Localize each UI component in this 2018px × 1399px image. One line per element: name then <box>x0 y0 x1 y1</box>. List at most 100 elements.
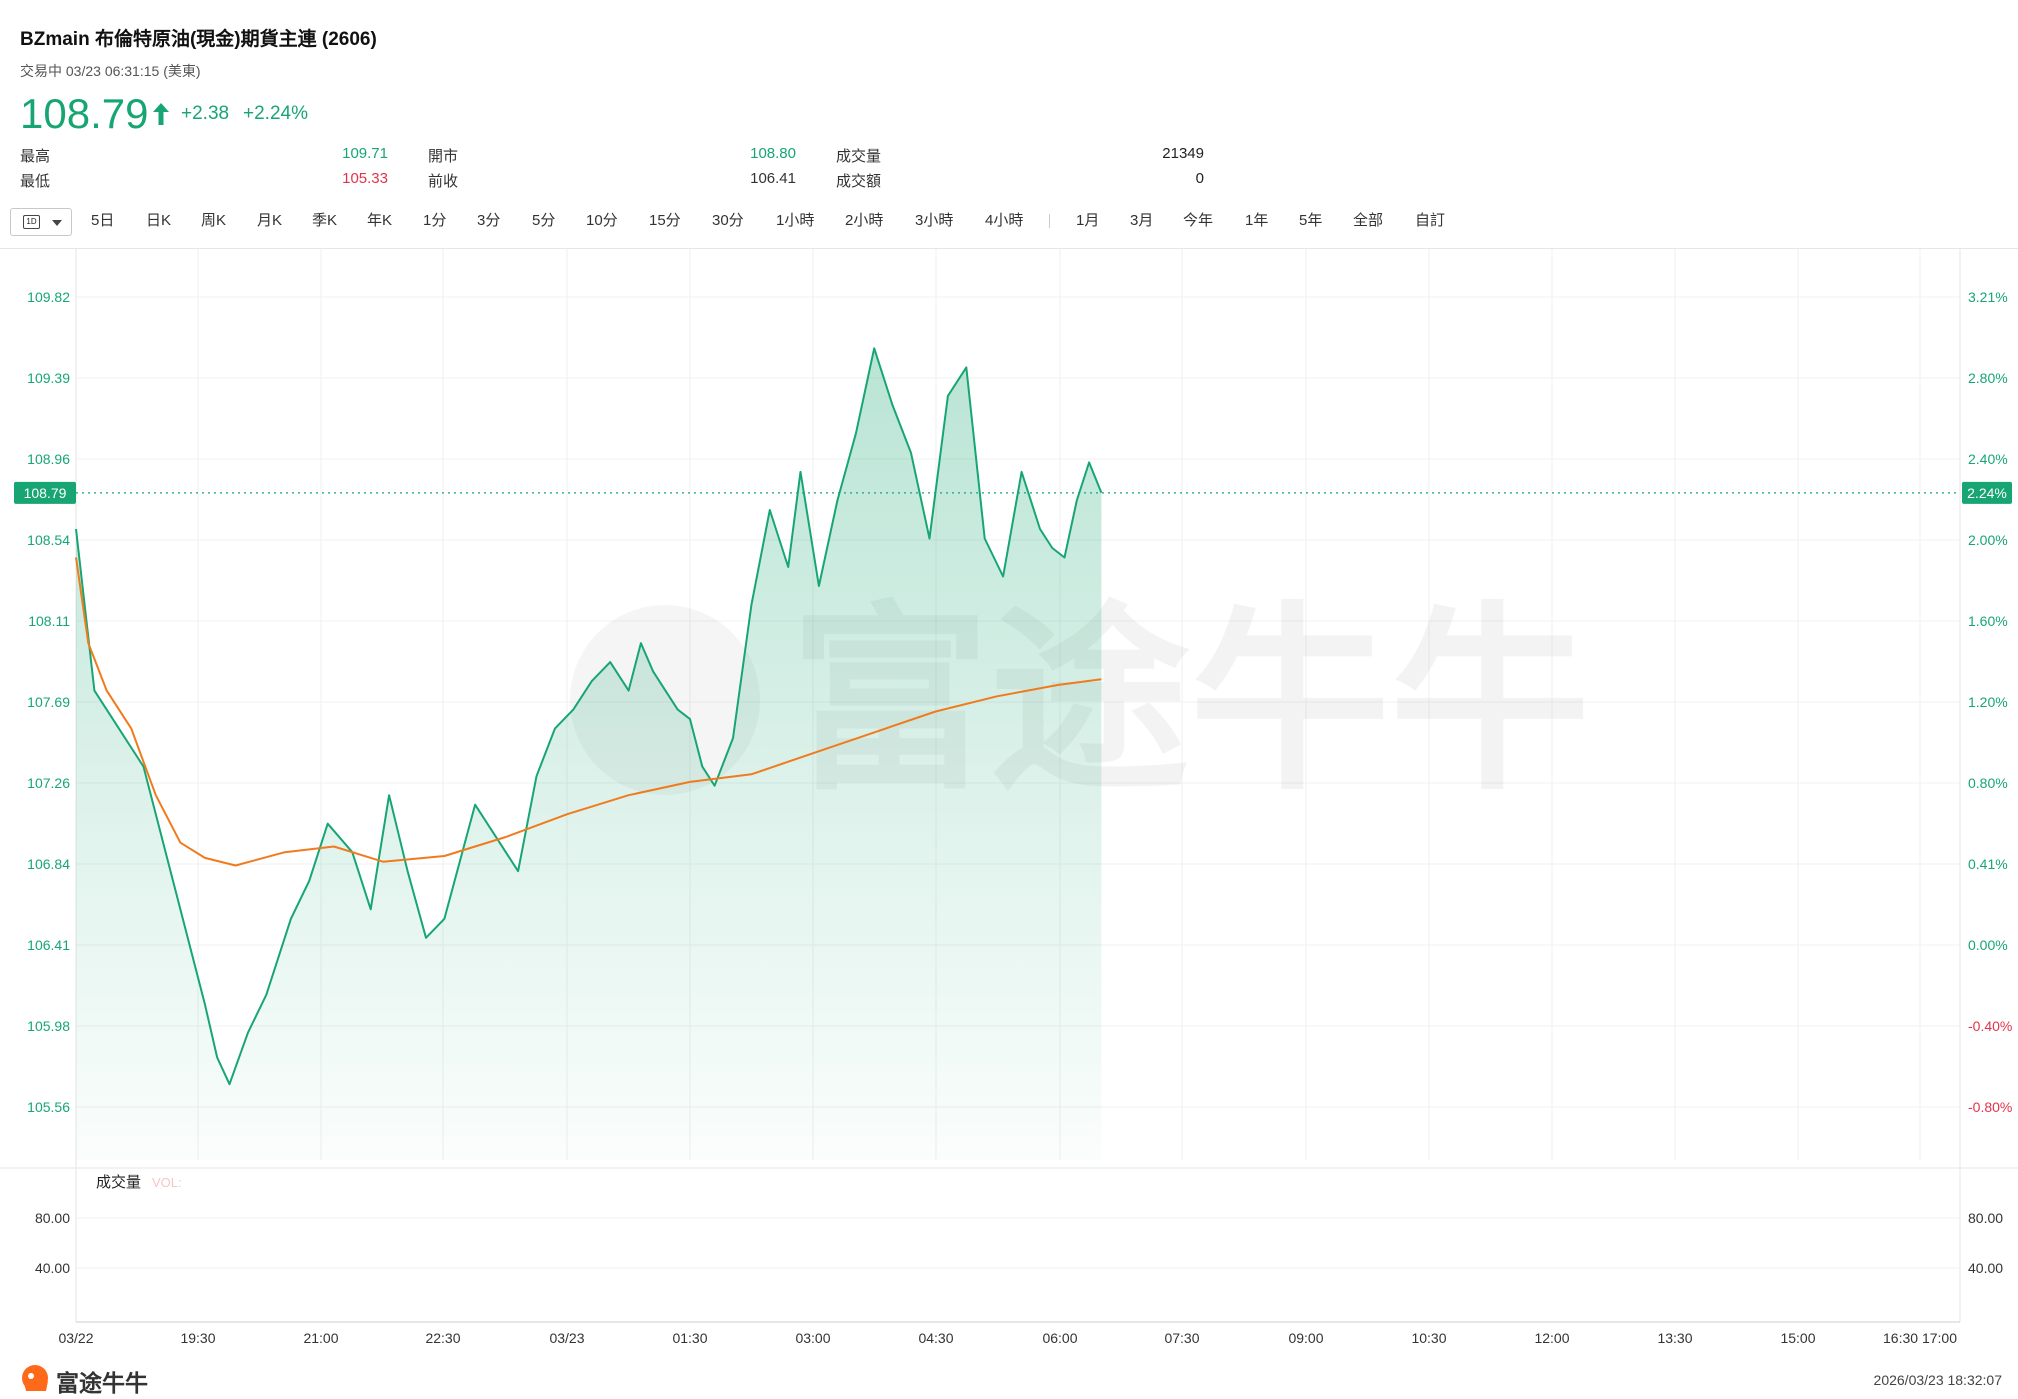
stat-prev-close-value: 106.41 <box>750 170 796 187</box>
footer-logo-text: 富途牛牛 <box>56 1370 148 1396</box>
stat-open-value: 108.80 <box>750 145 796 162</box>
volume-tick-right: 40.00 <box>1968 1260 2003 1276</box>
calendar-icon: 1D <box>23 215 40 229</box>
y-tick-label-left: 109.39 <box>27 370 70 386</box>
futu-logo-icon <box>22 1365 48 1391</box>
y-tick-label-left: 106.84 <box>27 856 70 872</box>
y-tick-label-left: 108.96 <box>27 451 70 467</box>
current-price-tag-text: 108.79 <box>24 485 67 501</box>
y-tick-label-right: 1.20% <box>1968 694 2008 710</box>
volume-title: 成交量 <box>96 1173 141 1191</box>
x-tick-label: 04:30 <box>918 1330 953 1346</box>
y-tick-label-right: -0.40% <box>1968 1018 2012 1034</box>
stat-open-label: 開市 <box>428 148 459 165</box>
x-tick-label: 22:30 <box>425 1330 460 1346</box>
x-tick-label: 06:00 <box>1042 1330 1077 1346</box>
tab-year-k[interactable]: 年K <box>367 212 393 229</box>
tab-1min[interactable]: 1分 <box>423 212 447 229</box>
y-tick-label-left: 105.98 <box>27 1018 70 1034</box>
tab-5d[interactable]: 5日 <box>91 212 115 229</box>
last-price: 108.79 <box>20 90 149 137</box>
y-tick-label-left: 108.11 <box>28 613 70 629</box>
stat-high-value: 109.71 <box>342 145 388 162</box>
x-tick-label: 16:30 17:00 <box>1883 1330 1957 1346</box>
current-pct-tag-text: 2.24% <box>1967 485 2007 501</box>
x-tick-label: 07:30 <box>1164 1330 1199 1346</box>
y-tick-label-left: 109.82 <box>27 289 70 305</box>
stat-high-label: 最高 <box>20 148 51 165</box>
tab-1y[interactable]: 1年 <box>1245 212 1269 229</box>
period-select[interactable]: 1D <box>10 208 72 236</box>
volume-tick-right: 80.00 <box>1968 1210 2003 1226</box>
stat-volume-value: 21349 <box>1162 145 1204 162</box>
x-tick-label: 03:00 <box>795 1330 830 1346</box>
up-arrow-icon <box>153 103 169 125</box>
price-chart[interactable]: 富途牛牛 109.82 3.21%109.39 2.80%108.96 2.40%10… <box>0 249 2018 1349</box>
y-tick-label-right: 2.40% <box>1968 451 2008 467</box>
y-tick-label-right: 0.80% <box>1968 775 2008 791</box>
trading-status: 交易中 03/23 06:31:15 (美東) <box>20 63 201 79</box>
footer-timestamp: 2026/03/23 18:32:07 <box>1873 1372 2002 1388</box>
divider <box>0 248 2018 249</box>
y-tick-label-right: -0.80% <box>1968 1099 2012 1115</box>
stat-turnover-value: 0 <box>1195 170 1204 187</box>
tab-week-k[interactable]: 周K <box>201 212 227 229</box>
tab-5min[interactable]: 5分 <box>532 212 556 229</box>
volume-tick-left: 80.00 <box>35 1210 70 1226</box>
tab-divider <box>1049 214 1050 228</box>
tab-2hour[interactable]: 2小時 <box>845 212 884 229</box>
x-tick-label: 12:00 <box>1534 1330 1569 1346</box>
page-title: BZmain 布倫特原油(現金)期貨主連 (2606) <box>20 29 377 50</box>
y-tick-label-right: 0.00% <box>1968 937 2008 953</box>
current-pct-tag <box>1962 481 2012 504</box>
tab-5y[interactable]: 5年 <box>1299 212 1323 229</box>
tab-10min[interactable]: 10分 <box>586 212 618 229</box>
tab-4hour[interactable]: 4小時 <box>985 212 1024 229</box>
volume-tick-left: 40.00 <box>35 1260 70 1276</box>
y-tick-label-left: 107.69 <box>27 694 70 710</box>
tab-3hour[interactable]: 3小時 <box>915 212 954 229</box>
stat-low-value: 105.33 <box>342 170 388 187</box>
stat-turnover-label: 成交額 <box>836 173 882 190</box>
volume-legend: VOL: <box>152 1175 182 1190</box>
tab-month-k[interactable]: 月K <box>257 212 283 229</box>
y-tick-label-left: 108.54 <box>27 532 70 548</box>
y-tick-label-right: 2.80% <box>1968 370 2008 386</box>
stat-low-label: 最低 <box>20 173 51 190</box>
x-tick-label: 09:00 <box>1288 1330 1323 1346</box>
y-tick-label-left: 106.41 <box>27 937 70 953</box>
price-change: +2.38 <box>181 103 230 124</box>
stat-volume-label: 成交量 <box>836 148 882 165</box>
tab-30min[interactable]: 30分 <box>712 212 744 229</box>
current-price-tag <box>14 481 76 504</box>
price-change-pct: +2.24% <box>243 103 308 124</box>
tab-custom[interactable]: 自訂 <box>1415 212 1446 229</box>
x-tick-label: 10:30 <box>1411 1330 1446 1346</box>
tab-all[interactable]: 全部 <box>1353 212 1384 229</box>
y-tick-label-right: 2.00% <box>1968 532 2008 548</box>
chevron-down-icon <box>52 220 62 226</box>
tab-15min[interactable]: 15分 <box>649 212 681 229</box>
price-area-fill <box>76 348 1102 1160</box>
tab-1hour[interactable]: 1小時 <box>776 212 815 229</box>
x-tick-label: 21:00 <box>303 1330 338 1346</box>
stat-prev-close-label: 前收 <box>428 173 459 190</box>
tab-quarter-k[interactable]: 季K <box>312 212 338 229</box>
x-tick-label: 03/22 <box>58 1330 93 1346</box>
y-tick-label-right: 3.21% <box>1968 289 2008 305</box>
y-tick-label-right: 0.41% <box>1968 856 2008 872</box>
x-tick-label: 15:00 <box>1780 1330 1815 1346</box>
tab-3min[interactable]: 3分 <box>477 212 501 229</box>
tab-day-k[interactable]: 日K <box>146 212 172 229</box>
y-tick-label-left: 107.26 <box>27 775 70 791</box>
tab-3m[interactable]: 3月 <box>1130 212 1154 229</box>
x-tick-label: 13:30 <box>1657 1330 1692 1346</box>
tab-1m[interactable]: 1月 <box>1076 212 1100 229</box>
x-tick-label: 03/23 <box>549 1330 584 1346</box>
tab-ytd[interactable]: 今年 <box>1183 212 1214 229</box>
average-line <box>75 557 1102 867</box>
x-tick-label: 01:30 <box>672 1330 707 1346</box>
y-tick-label-left: 105.56 <box>27 1099 70 1115</box>
price-line <box>75 347 1103 1086</box>
y-tick-label-right: 1.60% <box>1968 613 2008 629</box>
